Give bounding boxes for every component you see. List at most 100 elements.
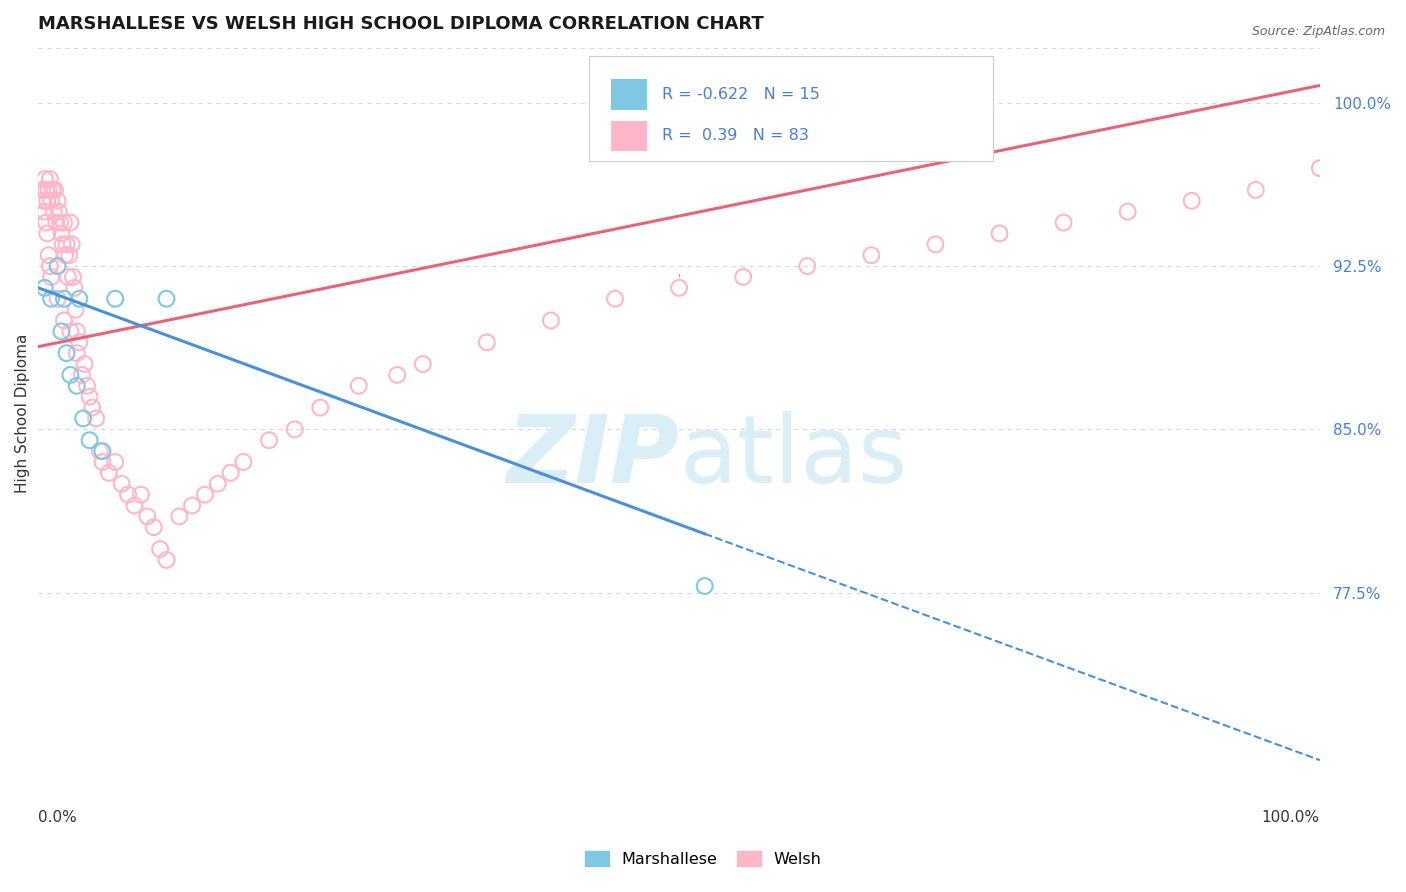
Point (67, 335, 90, 350)
Point (219, 466, 242, 480)
Point (142, 520, 165, 534)
FancyBboxPatch shape (589, 55, 993, 161)
Point (46, 292, 69, 306)
FancyBboxPatch shape (612, 79, 647, 110)
Text: R =  0.39   N = 83: R = 0.39 N = 83 (662, 128, 810, 144)
Point (66, 379, 89, 393)
Point (37, 194, 59, 208)
Point (67, 292, 90, 306)
Point (181, 499, 204, 513)
Point (51, 227, 73, 241)
Point (194, 488, 217, 502)
Point (860, 248, 883, 262)
Text: 0.0%: 0.0% (38, 811, 77, 825)
FancyBboxPatch shape (612, 120, 647, 152)
Point (39, 270, 62, 285)
Point (52, 292, 75, 306)
Point (149, 542, 172, 557)
Point (39, 194, 62, 208)
Point (1244, 183, 1267, 197)
Text: R = -0.622   N = 15: R = -0.622 N = 15 (662, 87, 820, 102)
Point (59, 216, 82, 230)
Point (34, 281, 56, 295)
Point (284, 422, 307, 436)
Point (56, 270, 79, 285)
Point (41, 183, 63, 197)
Point (39, 292, 62, 306)
Point (32, 194, 55, 208)
Point (309, 401, 332, 415)
Point (475, 335, 498, 350)
Point (55, 237, 77, 252)
Point (38, 248, 60, 262)
Point (53, 248, 76, 262)
Point (796, 259, 818, 273)
Point (117, 488, 139, 502)
Point (34, 172, 56, 186)
Point (155, 553, 177, 567)
Point (207, 476, 229, 491)
Point (51, 325, 73, 339)
Point (42, 204, 65, 219)
Point (37, 227, 59, 241)
Point (44, 183, 66, 197)
Point (129, 488, 152, 502)
Point (540, 313, 562, 327)
Point (603, 292, 626, 306)
Point (111, 476, 134, 491)
Y-axis label: High School Diploma: High School Diploma (15, 334, 30, 492)
Point (60, 237, 83, 252)
Point (31, 183, 53, 197)
Point (91, 455, 114, 469)
Point (66, 346, 89, 360)
Text: 100.0%: 100.0% (1261, 811, 1320, 825)
Point (79, 390, 101, 404)
Point (104, 455, 127, 469)
Point (385, 368, 408, 382)
Point (38, 259, 60, 273)
Point (34, 204, 56, 219)
Point (82, 401, 104, 415)
Point (91, 444, 114, 458)
Point (924, 237, 946, 252)
Point (97, 466, 120, 480)
Point (59, 325, 82, 339)
Point (347, 379, 370, 393)
Point (45, 216, 67, 230)
Text: ZIP: ZIP (506, 410, 679, 503)
Point (59, 368, 82, 382)
Point (124, 499, 146, 513)
Point (49, 216, 72, 230)
Point (155, 292, 177, 306)
Point (1181, 194, 1204, 208)
Point (63, 281, 86, 295)
Point (136, 509, 159, 524)
Point (55, 346, 77, 360)
Text: Source: ZipAtlas.com: Source: ZipAtlas.com (1251, 25, 1385, 38)
Point (412, 357, 434, 371)
Point (988, 227, 1011, 241)
Text: atlas: atlas (679, 410, 907, 503)
Point (79, 434, 101, 448)
Point (62, 270, 84, 285)
Point (46, 259, 69, 273)
Point (65, 302, 87, 317)
Point (70, 368, 93, 382)
Point (52, 313, 75, 327)
Point (733, 270, 755, 285)
Point (58, 248, 80, 262)
Point (169, 509, 191, 524)
Point (66, 325, 89, 339)
Point (668, 281, 690, 295)
Point (89, 444, 111, 458)
Point (52, 237, 75, 252)
Point (52, 216, 75, 230)
Legend: Marshallese, Welsh: Marshallese, Welsh (578, 845, 828, 873)
Point (257, 434, 280, 448)
Point (1116, 204, 1139, 219)
Point (35, 216, 58, 230)
Point (84, 411, 107, 425)
Point (693, 579, 716, 593)
Point (72, 411, 94, 425)
Point (1309, 161, 1331, 176)
